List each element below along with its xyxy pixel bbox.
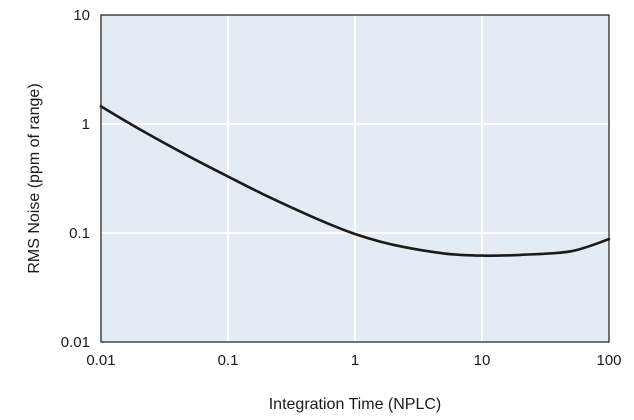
series-line	[99, 105, 611, 258]
plot-frame	[100, 14, 610, 343]
x-tick-label: 1	[351, 352, 359, 369]
y-tick-label: 1	[82, 116, 90, 133]
x-tick-label: 0.1	[218, 352, 239, 369]
x-tick-label: 100	[596, 352, 621, 369]
x-tick-label: 0.01	[86, 352, 115, 369]
x-tick-label: 10	[474, 352, 491, 369]
x-axis-label: Integration Time (NPLC)	[269, 396, 442, 413]
y-axis-label: RMS Noise (ppm of range)	[26, 83, 43, 273]
x-gridlines	[227, 15, 483, 342]
y-tick-labels: 10 1 0.1 0.01	[61, 7, 90, 351]
y-tick-label: 0.1	[69, 225, 90, 242]
y-tick-label: 10	[73, 7, 90, 24]
x-tick-labels: 0.01 0.1 1 10 100	[86, 352, 621, 369]
y-tick-label: 0.01	[61, 334, 90, 351]
